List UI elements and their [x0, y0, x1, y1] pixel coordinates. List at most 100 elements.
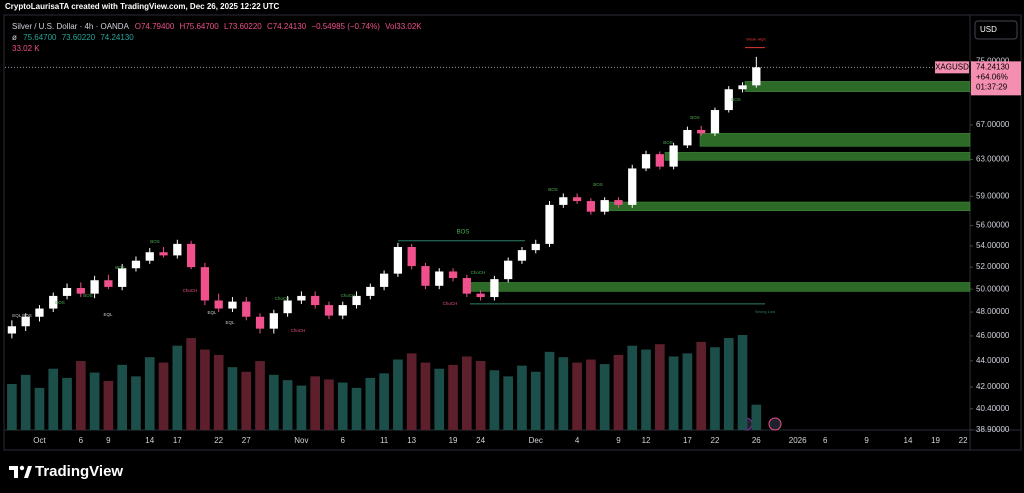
- candle-body: [669, 145, 678, 167]
- indicator-icon: ø: [12, 33, 17, 42]
- x-tick-label: 6: [341, 436, 346, 445]
- brand: TradingView: [35, 463, 123, 480]
- volume-bar: [213, 354, 224, 430]
- annotation: ChoCH: [341, 293, 356, 298]
- symbol-box: [935, 61, 969, 74]
- candle-body: [159, 252, 168, 256]
- volume-bar: [682, 353, 693, 430]
- candle-body: [131, 260, 141, 269]
- logo-mark: [19, 465, 25, 471]
- x-tick-label: 12: [642, 436, 651, 445]
- candle-body: [614, 200, 623, 205]
- candle-body: [517, 250, 527, 261]
- x-tick-label: 11: [380, 436, 389, 445]
- candle-body: [7, 326, 17, 334]
- candle-body: [90, 280, 99, 294]
- candle-body: [393, 247, 403, 274]
- volume-bar: [282, 380, 293, 430]
- volume-bar: [530, 371, 541, 430]
- candle-body: [283, 300, 292, 314]
- ma-value: 74.24130: [100, 33, 134, 42]
- currency-button[interactable]: [974, 20, 1018, 40]
- candle-body: [311, 295, 320, 306]
- x-tick-label: 24: [476, 436, 485, 445]
- annotation: EQL: [225, 320, 235, 325]
- candle-body: [228, 301, 237, 309]
- zone: [664, 152, 971, 161]
- x-tick-label: 22: [959, 436, 968, 445]
- y-tick-label: 56.00000: [976, 221, 1010, 230]
- x-tick-label: 19: [449, 436, 458, 445]
- candle-body: [490, 279, 499, 298]
- ma-value: 75.64700: [23, 33, 57, 42]
- y-tick-label: 38.90000: [976, 425, 1010, 434]
- volume-bar: [89, 372, 100, 430]
- ma-value: 73.60220: [62, 33, 96, 42]
- candle-body: [697, 129, 706, 134]
- annotation: ChoCH: [183, 288, 198, 293]
- currency[interactable]: USD: [980, 25, 997, 34]
- level-label: Strong Low: [755, 309, 775, 314]
- legend-line: Silver / U.S. Dollar · 4h · OANDA O74.79…: [12, 22, 422, 31]
- candle-body: [62, 288, 72, 296]
- volume-bar: [48, 368, 59, 430]
- volume-bar: [517, 365, 527, 430]
- y-tick-label: 42.00000: [976, 382, 1010, 391]
- volume-bar: [131, 376, 141, 430]
- y-tick-label: 50.00000: [976, 284, 1010, 293]
- candle-body: [104, 280, 113, 287]
- zone: [604, 201, 971, 212]
- x-tick-label: 9: [616, 436, 621, 445]
- candle-body: [435, 271, 444, 286]
- candle-body: [352, 295, 361, 306]
- volume-bar: [75, 361, 86, 430]
- candle-body: [572, 197, 582, 202]
- volume-bar: [186, 338, 196, 430]
- volume-bar: [627, 345, 638, 430]
- annotation: BOS: [690, 115, 700, 120]
- candle-body: [76, 288, 85, 294]
- volume-bar: [710, 347, 720, 430]
- volume-bar: [572, 362, 582, 430]
- y-tick-label: 52.00000: [976, 262, 1010, 271]
- logo-mark: [9, 466, 18, 478]
- x-tick-label: 19: [931, 436, 940, 445]
- x-tick-label: 9: [864, 436, 869, 445]
- x-tick-label: 6: [79, 436, 84, 445]
- candle-body: [255, 316, 265, 329]
- symbol: Silver / U.S. Dollar · 4h · OANDA: [12, 22, 130, 31]
- volume-bar: [489, 370, 500, 430]
- volume-bar: [586, 359, 596, 430]
- candle-body: [421, 266, 430, 286]
- high: H75.64700: [180, 22, 220, 31]
- volume-bar: [406, 353, 417, 430]
- volume-bar: [393, 359, 403, 430]
- credit: CryptoLaurisaTA created with TradingView…: [5, 2, 280, 11]
- zone: [469, 282, 971, 292]
- x-tick-label: 17: [683, 436, 692, 445]
- flag-icon[interactable]: [768, 417, 782, 431]
- volume-bar: [34, 387, 45, 430]
- volume-bar: [544, 351, 555, 430]
- candle-body: [738, 85, 747, 90]
- volume-bar: [227, 367, 238, 430]
- volume-bar: [337, 382, 348, 430]
- volume-bar: [158, 362, 169, 430]
- y-tick-label: 59.00000: [976, 191, 1010, 200]
- candle-body: [586, 201, 596, 212]
- volume-bar: [117, 364, 128, 430]
- y-tick-label: 44.00000: [976, 356, 1010, 365]
- candle-body: [366, 286, 375, 296]
- logo-mark: [24, 466, 32, 478]
- volume-bar: [434, 368, 445, 430]
- volume-bar: [324, 379, 334, 430]
- x-tick-label: 9: [106, 436, 111, 445]
- candle-body: [724, 89, 733, 111]
- volume-bar: [613, 354, 624, 430]
- x-tick-label: 14: [904, 436, 913, 445]
- y-tick-label: 67.00000: [976, 120, 1010, 129]
- volume-bar: [20, 374, 31, 430]
- x-tick-label: Dec: [529, 436, 543, 445]
